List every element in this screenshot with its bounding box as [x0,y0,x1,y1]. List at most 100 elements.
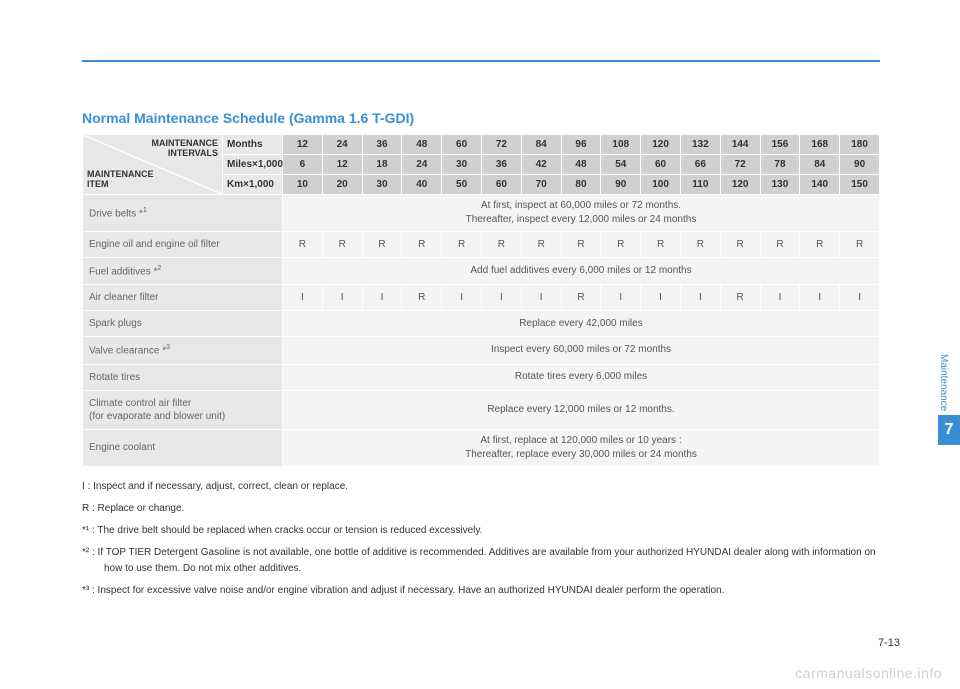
data-cell: I [362,285,402,311]
page-content: Normal Maintenance Schedule (Gamma 1.6 T… [82,110,880,605]
header-value: 24 [402,155,442,175]
header-value: 132 [680,135,720,155]
header-value: 130 [760,175,800,195]
side-tab: Maintenance 7 [938,350,960,445]
header-value: 60 [442,135,482,155]
note-line: R : Replace or change. [82,501,880,517]
span-cell: Replace every 12,000 miles or 12 months. [283,390,880,429]
header-value: 50 [442,175,482,195]
header-value: 20 [322,175,362,195]
data-cell: R [521,232,561,258]
header-value: 80 [561,175,601,195]
data-cell: R [481,232,521,258]
header-value: 10 [283,175,323,195]
data-cell: R [442,232,482,258]
span-cell: At first, inspect at 60,000 miles or 72 … [283,195,880,232]
span-cell: Add fuel additives every 6,000 miles or … [283,258,880,285]
table-row: Air cleaner filterIIIRIIIRIIIRIII [83,285,880,311]
header-value: 42 [521,155,561,175]
header-value: 96 [561,135,601,155]
corner-top-label: MAINTENANCEINTERVALS [152,139,219,159]
header-value: 140 [800,175,840,195]
data-cell: I [481,285,521,311]
header-value: 18 [362,155,402,175]
maintenance-item: Valve clearance *3 [83,337,283,364]
data-cell: R [402,285,442,311]
data-cell: R [641,232,681,258]
header-value: 156 [760,135,800,155]
header-value: 78 [760,155,800,175]
header-value: 150 [840,175,880,195]
span-cell: Replace every 42,000 miles [283,311,880,337]
header-value: 84 [800,155,840,175]
header-label: Km×1,000 [223,175,283,195]
data-cell: R [402,232,442,258]
data-cell: R [760,232,800,258]
data-cell: R [680,232,720,258]
table-row: Engine coolantAt first, replace at 120,0… [83,429,880,466]
data-cell: I [680,285,720,311]
header-value: 60 [641,155,681,175]
top-rule [82,60,880,62]
notes-block: I : Inspect and if necessary, adjust, co… [82,479,880,599]
corner-bottom-label: MAINTENANCEITEM [87,170,154,190]
maintenance-item: Engine coolant [83,429,283,466]
header-label: Miles×1,000 [223,155,283,175]
data-cell: I [442,285,482,311]
header-value: 100 [641,175,681,195]
header-value: 120 [641,135,681,155]
page-number: 7-13 [878,637,900,649]
header-value: 120 [720,175,760,195]
table-row: Drive belts *1At first, inspect at 60,00… [83,195,880,232]
maintenance-item: Spark plugs [83,311,283,337]
data-cell: R [362,232,402,258]
page-title: Normal Maintenance Schedule (Gamma 1.6 T… [82,110,880,126]
span-cell: Inspect every 60,000 miles or 72 months [283,337,880,364]
maintenance-item: Air cleaner filter [83,285,283,311]
note-line: *¹ : The drive belt should be replaced w… [82,523,880,539]
note-line: *² : If TOP TIER Detergent Gasoline is n… [82,545,880,577]
table-row: Valve clearance *3Inspect every 60,000 m… [83,337,880,364]
header-value: 60 [481,175,521,195]
header-label: Months [223,135,283,155]
maintenance-item: Engine oil and engine oil filter [83,232,283,258]
header-value: 180 [840,135,880,155]
header-value: 30 [362,175,402,195]
table-row: Fuel additives *2Add fuel additives ever… [83,258,880,285]
header-value: 6 [283,155,323,175]
maintenance-item: Climate control air filter(for evaporate… [83,390,283,429]
data-cell: R [720,285,760,311]
header-row: MAINTENANCEINTERVALSMAINTENANCEITEMMonth… [83,135,880,155]
maintenance-item: Fuel additives *2 [83,258,283,285]
header-value: 24 [322,135,362,155]
data-cell: I [760,285,800,311]
table-row: Engine oil and engine oil filterRRRRRRRR… [83,232,880,258]
header-value: 54 [601,155,641,175]
note-line: I : Inspect and if necessary, adjust, co… [82,479,880,495]
header-value: 90 [840,155,880,175]
header-value: 12 [322,155,362,175]
data-cell: I [601,285,641,311]
data-cell: I [641,285,681,311]
watermark: carmanualsonline.info [795,665,942,681]
data-cell: I [283,285,323,311]
header-value: 12 [283,135,323,155]
header-value: 36 [362,135,402,155]
table-row: Rotate tiresRotate tires every 6,000 mil… [83,364,880,390]
header-value: 36 [481,155,521,175]
header-value: 66 [680,155,720,175]
data-cell: R [561,285,601,311]
header-value: 168 [800,135,840,155]
span-cell: Rotate tires every 6,000 miles [283,364,880,390]
header-value: 110 [680,175,720,195]
data-cell: I [840,285,880,311]
data-cell: R [720,232,760,258]
span-cell: At first, replace at 120,000 miles or 10… [283,429,880,466]
corner-cell: MAINTENANCEINTERVALS MAINTENANCEITEM [83,135,223,195]
header-value: 84 [521,135,561,155]
data-cell: I [800,285,840,311]
maintenance-item: Drive belts *1 [83,195,283,232]
table-row: Climate control air filter(for evaporate… [83,390,880,429]
side-label: Maintenance [938,350,949,415]
maintenance-table: MAINTENANCEINTERVALS MAINTENANCEITEM Month… [82,134,880,467]
